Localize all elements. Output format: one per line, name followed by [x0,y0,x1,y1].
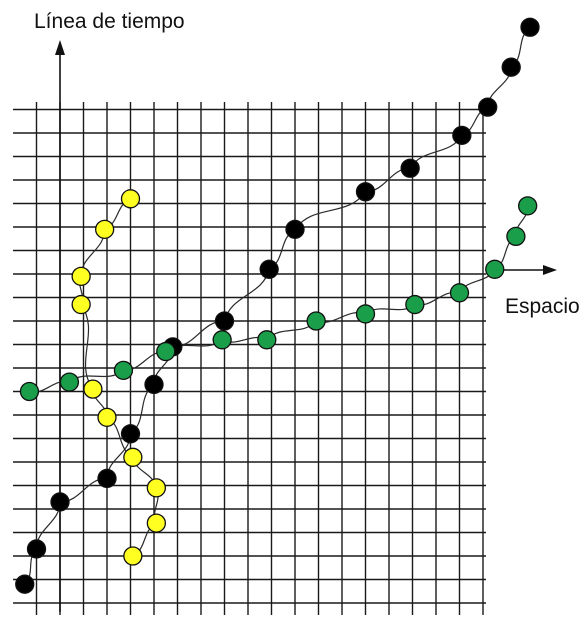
green-node [19,381,40,402]
yellow-node [95,219,115,240]
green-node [485,259,505,279]
black-node [400,158,420,178]
green-node [113,360,134,381]
black-node [26,539,47,559]
green-node [306,311,326,331]
yellow-node [97,407,117,428]
worldline-nodes [15,17,540,594]
green-node [449,283,470,303]
black-node [15,574,35,594]
black-node [520,17,540,37]
grid [13,102,486,615]
yellow-node [123,447,143,467]
time-axis-label: Línea de tiempo [34,10,185,33]
space-axis-label: Espacio [505,295,580,318]
yellow-node [71,266,91,287]
axes [55,40,557,612]
worldline-paths [24,26,531,585]
green-node [156,341,176,362]
black-node [452,125,472,146]
black-node [144,374,164,395]
black-worldline-path [24,26,531,585]
black-node [97,468,117,489]
black-node [501,57,521,77]
time-axis-arrowhead-icon [55,40,65,55]
black-node [214,311,235,331]
green-node [355,304,376,324]
green-node [405,294,425,315]
green-node [506,226,526,247]
black-node [259,259,279,279]
black-node [355,182,376,202]
green-node [212,330,232,350]
black-node [478,97,498,117]
yellow-node [146,513,167,533]
green-node [518,196,538,216]
yellow-node [83,379,103,399]
yellow-node [120,189,141,209]
green-node [257,330,277,350]
black-node [285,219,305,240]
yellow-node [146,478,167,498]
green-node [59,372,80,392]
yellow-node [71,294,91,315]
black-node [50,492,70,512]
space-axis-arrowhead-icon [543,265,557,275]
yellow-node [123,546,143,566]
black-node [120,424,141,444]
